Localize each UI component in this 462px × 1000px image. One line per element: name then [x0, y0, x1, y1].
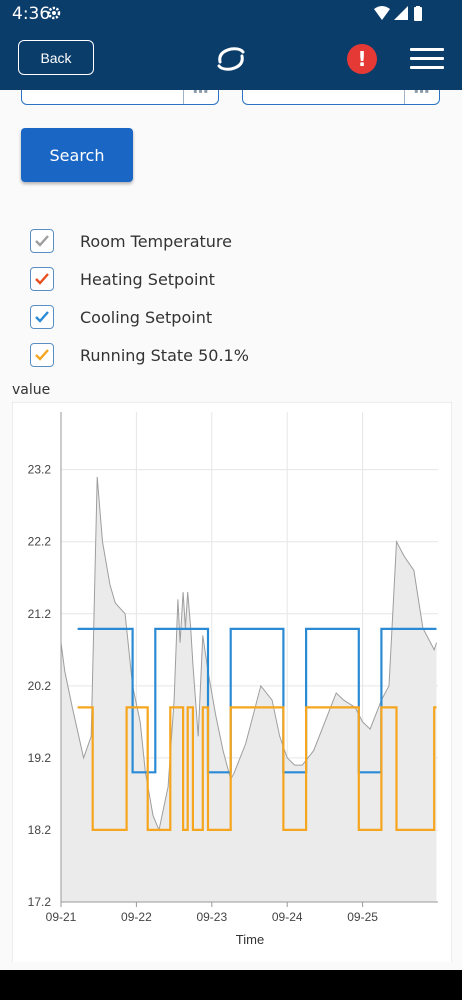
back-button[interactable]: Back [18, 40, 94, 75]
navigation-bar [0, 970, 462, 1000]
checkbox-running-state[interactable] [30, 343, 54, 367]
axes [60, 412, 438, 907]
area-fills [61, 476, 437, 902]
checkbox-room-temperature[interactable] [30, 229, 54, 253]
x-axis-label: Time [236, 932, 264, 947]
status-icons [374, 6, 432, 27]
checkbox-heating-setpoint[interactable] [30, 267, 54, 291]
series-line-running-state-50-1 [77, 706, 437, 831]
legend-item-cooling-setpoint[interactable]: Cooling Setpoint [30, 304, 212, 330]
line-chart: 17.218.219.220.221.222.223.2 09-21 09-22 0… [12, 402, 452, 962]
start-date-picker[interactable]: ▪▪▪ [21, 90, 219, 105]
logo-icon [216, 45, 246, 78]
x-tick-label: 09-25 [347, 910, 378, 924]
y-tick-label: 20.2 [28, 679, 52, 693]
x-tick-label: 09-24 [272, 910, 303, 924]
more-icon: ▪▪▪ [414, 90, 430, 98]
search-button[interactable]: Search [21, 128, 133, 182]
hamburger-menu-icon[interactable] [410, 48, 444, 70]
y-tick-label: 23.2 [28, 463, 52, 477]
gear-icon [46, 5, 62, 26]
area-room-temperature [61, 476, 437, 902]
y-tick-label: 18.2 [28, 823, 52, 837]
battery-icon [414, 6, 422, 21]
y-axis-label: value [12, 382, 51, 398]
signal-icon [394, 6, 408, 20]
y-tick-label: 17.2 [28, 895, 52, 909]
y-tick-label: 22.2 [28, 535, 52, 549]
legend-label: Running State 50.1% [80, 345, 249, 365]
status-time: 4:36 [12, 4, 51, 24]
status-bar: 4:36 [0, 0, 462, 28]
series-lines [60, 476, 437, 832]
series-line-room-temperature [60, 476, 437, 832]
app-bar: Back ! [0, 28, 462, 90]
x-tick-label: 09-23 [196, 910, 227, 924]
y-tick-labels: 17.2 18.2 19.2 20.2 21.2 22.2 23.2 [28, 463, 52, 909]
legend-item-running-state[interactable]: Running State 50.1% [30, 342, 249, 368]
main-content: ▪▪▪ ▪▪▪ Search Room Temperature Heating … [0, 90, 462, 970]
more-icon: ▪▪▪ [193, 90, 209, 98]
alert-icon[interactable]: ! [347, 44, 377, 74]
checkbox-cooling-setpoint[interactable] [30, 305, 54, 329]
legend-label: Heating Setpoint [80, 269, 215, 289]
legend-label: Room Temperature [80, 231, 232, 251]
x-tick-label: 09-21 [46, 910, 77, 924]
end-date-picker[interactable]: ▪▪▪ [242, 90, 440, 105]
series-line-cooling-setpoint [77, 627, 437, 774]
x-tick-label: 09-22 [121, 910, 152, 924]
wifi-icon [374, 6, 390, 20]
legend-item-room-temperature[interactable]: Room Temperature [30, 228, 232, 254]
legend-item-heating-setpoint[interactable]: Heating Setpoint [30, 266, 215, 292]
legend-label: Cooling Setpoint [80, 307, 213, 327]
y-tick-label: 21.2 [28, 607, 52, 621]
x-tick-labels: 09-21 09-22 09-23 09-24 09-25 [46, 910, 379, 924]
y-tick-label: 19.2 [28, 751, 52, 765]
